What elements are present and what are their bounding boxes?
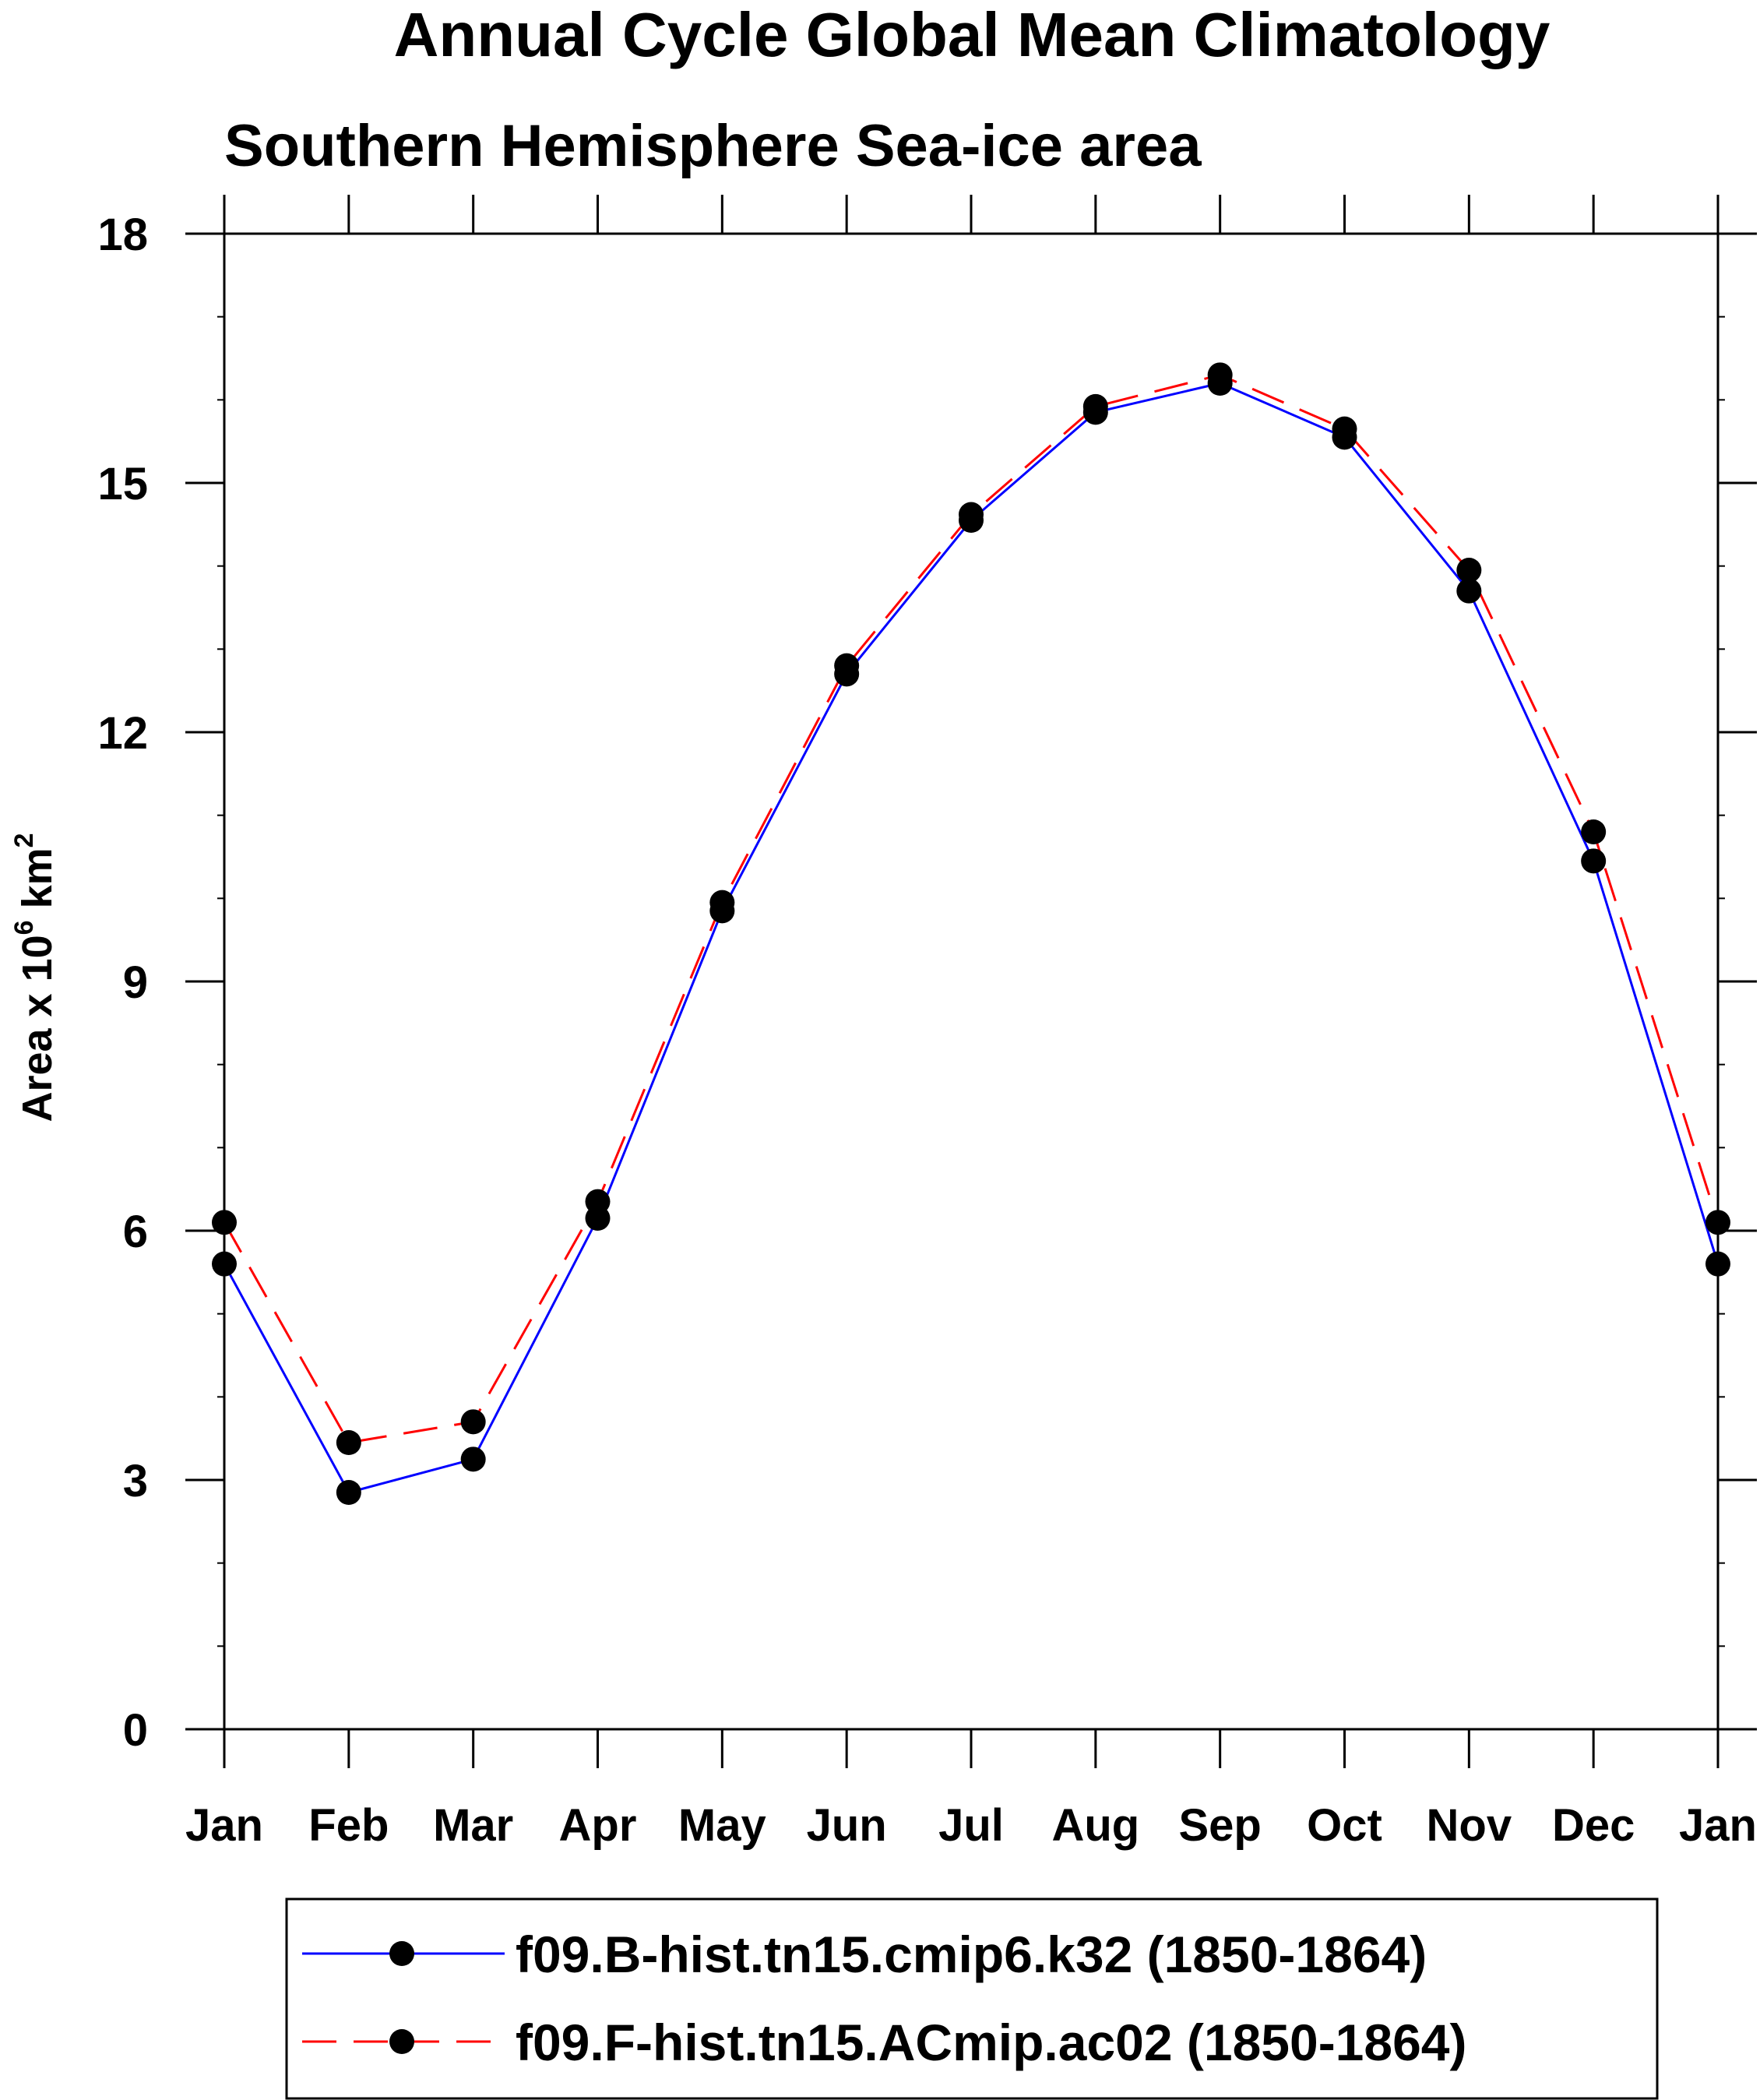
y-tick-label: 12 (97, 708, 148, 759)
data-point-series-0 (336, 1480, 361, 1505)
legend-box (285, 1897, 1659, 2100)
x-tick-label: Jan (1679, 1800, 1757, 1851)
x-tick-label: Aug (1051, 1800, 1139, 1851)
y-tick-label: 18 (97, 210, 148, 260)
series-markers (212, 362, 1730, 1505)
x-tick-label: Feb (308, 1800, 389, 1851)
x-tick-label: Jan (185, 1800, 263, 1851)
x-tick-label: Oct (1307, 1800, 1382, 1851)
chart-title: Annual Cycle Global Mean Climatology (394, 0, 1551, 69)
series-line-0 (223, 382, 1720, 1494)
data-point-series-1 (834, 653, 860, 678)
x-tick-label: Jul (938, 1800, 1004, 1851)
data-point-series-1 (585, 1189, 611, 1214)
y-axis-label-unit-exponent: 2 (9, 833, 39, 847)
data-point-series-1 (1705, 1210, 1730, 1235)
x-tick-label: Nov (1427, 1800, 1512, 1851)
data-point-series-1 (709, 890, 735, 915)
plot-frame (223, 232, 1720, 1731)
y-tick-label: 15 (97, 459, 148, 509)
data-point-series-1 (460, 1409, 486, 1435)
x-tick-label: Apr (559, 1800, 637, 1851)
y-tick-label: 9 (123, 957, 148, 1008)
data-point-series-1 (1082, 393, 1108, 419)
y-tick-labels: 0 3 6 9 12 15 18 (97, 210, 148, 1756)
axis-ticks (185, 195, 1757, 1768)
data-point-series-1 (1332, 416, 1357, 442)
data-point-series-1 (336, 1430, 361, 1455)
data-point-series-1 (1207, 362, 1233, 388)
data-point-series-0 (1581, 848, 1607, 874)
y-axis-label-exponent: 6 (9, 920, 39, 935)
x-tick-label: May (678, 1800, 766, 1851)
x-tick-label: Sep (1178, 1800, 1261, 1851)
x-tick-label: Mar (433, 1800, 513, 1851)
data-point-series-0 (1705, 1251, 1730, 1277)
data-point-series-0 (1456, 578, 1482, 604)
series-line-1 (223, 373, 1720, 1444)
chart-subtitle: Southern Hemisphere Sea-ice area (224, 113, 1202, 179)
y-axis-label: Area x 106 km2 (9, 833, 61, 1122)
data-point-series-0 (212, 1251, 237, 1277)
legend-marker-red (389, 2029, 414, 2054)
data-point-series-1 (1456, 558, 1482, 583)
x-tick-label: Dec (1552, 1800, 1635, 1851)
legend-marker-blue (389, 1941, 414, 1966)
data-point-series-1 (212, 1210, 237, 1235)
series-lines (223, 373, 1720, 1494)
y-axis-label-unit: km (14, 847, 61, 920)
y-axis-label-text: Area x 10 (14, 935, 61, 1122)
legend-label-red: f09.F-hist.tn15.ACmip.ac02 (1850-1864) (516, 2014, 1466, 2071)
x-tick-labels: Jan Feb Mar Apr May Jun Jul Aug Sep Oct Nov Dec Jan (185, 1800, 1757, 1851)
legend-label-blue: f09.B-hist.tn15.cmip6.k32 (1850-1864) (516, 1926, 1427, 1983)
data-point-series-1 (1581, 819, 1607, 844)
y-tick-label: 0 (123, 1705, 148, 1756)
legend: f09.B-hist.tn15.cmip6.k32 (1850-1864) f0… (285, 1897, 1659, 2100)
y-tick-label: 3 (123, 1456, 148, 1506)
data-point-series-0 (460, 1446, 486, 1472)
y-tick-label: 6 (123, 1207, 148, 1257)
x-tick-label: Jun (807, 1800, 887, 1851)
data-point-series-1 (959, 502, 984, 527)
